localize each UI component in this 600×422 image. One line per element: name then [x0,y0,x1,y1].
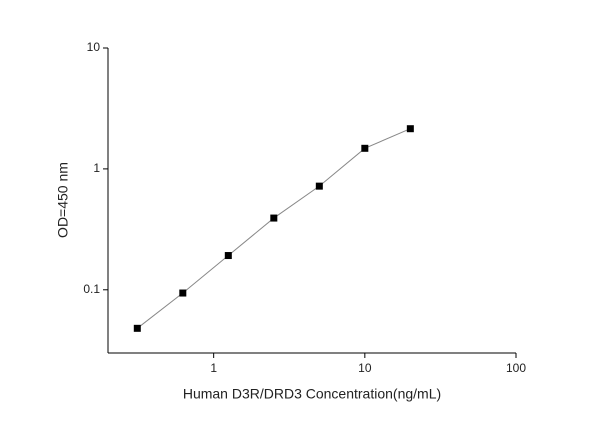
y-axis-title: OD=450 nm [55,162,71,238]
x-tick-label: 100 [506,361,526,375]
data-point [361,144,369,152]
x-axis-title: Human D3R/DRD3 Concentration(ng/mL) [183,386,441,402]
y-tick-label: 10 [87,40,101,54]
data-point [270,214,278,222]
data-point [406,125,414,133]
data-point [224,252,232,260]
y-tick-label: 1 [93,161,100,175]
x-tick-label: 10 [358,361,372,375]
series-line [136,128,411,329]
data-point [179,289,187,297]
x-tick-label: 1 [210,361,217,375]
y-tick-label: 0.1 [83,282,100,296]
data-point [133,324,141,332]
data-point [315,182,323,190]
